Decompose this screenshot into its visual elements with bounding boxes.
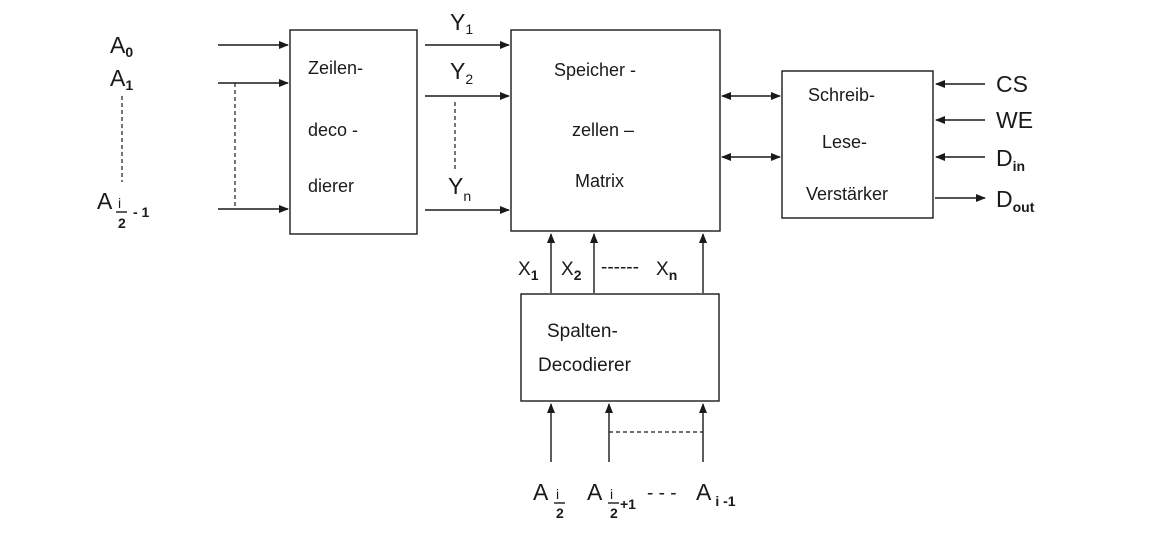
memory-matrix-label-1: Speicher - [554,60,636,80]
column-decoder-label-1: Spalten- [547,321,618,342]
row-decoder-label-2: deco - [308,120,358,140]
label-y2: Y2 [450,58,473,87]
column-lines-dashes: ------ [601,257,639,278]
label-a1: A1 [110,65,133,93]
label-a-half-plus1: A i 2 +1 [587,479,636,521]
svg-text:- 1: - 1 [133,204,150,220]
label-y1: Y1 [450,9,473,37]
label-a-half: A i 2 [533,479,565,521]
svg-text:A: A [533,479,549,505]
svg-text:i: i [118,195,121,211]
memory-matrix-block [510,29,721,232]
svg-text:i: i [610,486,613,502]
svg-text:2: 2 [556,505,564,521]
memory-matrix-label-3: Matrix [575,171,624,191]
memory-matrix-label-2: zellen – [572,120,634,140]
label-xn: Xn [656,259,677,283]
svg-text:2: 2 [610,505,618,521]
row-decoder-label-1: Zeilen- [308,58,363,78]
label-dout: Dout [996,186,1035,215]
rw-amplifier-label-1: Schreib- [808,85,875,105]
row-decoder-label-3: dierer [308,176,354,196]
label-din: Din [996,145,1025,174]
svg-text:A: A [97,188,113,214]
label-yn: Yn [448,173,471,204]
column-decoder-label-2: Decodierer [538,355,632,376]
label-a0: A0 [110,32,133,60]
rw-amplifier-block [781,70,934,219]
label-x1: X1 [518,259,539,283]
rw-amplifier-label-2: Lese- [822,132,867,152]
column-inputs-dashes: - - - [647,483,677,504]
row-decoder-block [289,29,418,235]
rw-amplifier-label-3: Verstärker [806,184,888,204]
svg-text:i: i [556,486,559,502]
label-we: WE [996,107,1033,133]
svg-text:+1: +1 [620,496,636,512]
label-x2: X2 [561,259,582,283]
column-decoder-block [520,293,720,402]
svg-text:2: 2 [118,215,126,231]
label-cs: CS [996,71,1028,97]
label-a-half-minus1: A i 2 - 1 [97,188,150,231]
svg-text:A: A [587,479,603,505]
